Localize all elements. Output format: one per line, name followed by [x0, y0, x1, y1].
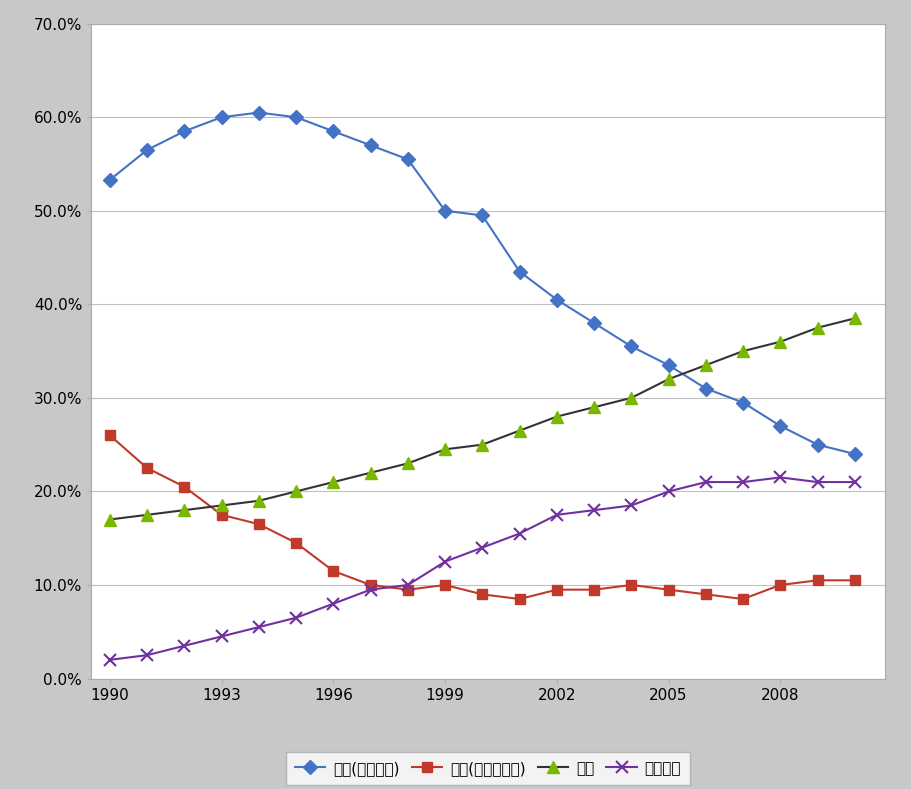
도시가스: [662, 487, 673, 496]
전력: [662, 375, 673, 384]
전력: [364, 468, 375, 477]
석유(낙사제외): [216, 113, 227, 122]
석탄(원료탄제외): [811, 576, 822, 585]
도시가스: [737, 477, 748, 487]
석탄(원료탄제외): [662, 585, 673, 594]
석탄(원료탄제외): [291, 538, 302, 548]
Legend: 석유(낙사제외), 석탄(원료탄제외), 전력, 도시가스: 석유(낙사제외), 석탄(원료탄제외), 전력, 도시가스: [285, 752, 690, 785]
석유(낙사제외): [737, 398, 748, 407]
Line: 석탄(원료탄제외): 석탄(원료탄제외): [105, 431, 859, 604]
전력: [104, 514, 115, 524]
전력: [737, 346, 748, 356]
석유(낙사제외): [848, 449, 859, 458]
도시가스: [253, 623, 264, 632]
석유(낙사제외): [514, 267, 525, 276]
석유(낙사제외): [551, 295, 562, 305]
전력: [551, 412, 562, 421]
석탄(원료탄제외): [551, 585, 562, 594]
전력: [179, 506, 189, 515]
석유(낙사제외): [700, 383, 711, 393]
전력: [514, 426, 525, 436]
석탄(원료탄제외): [774, 580, 785, 589]
석유(낙사제외): [141, 145, 152, 155]
전력: [253, 496, 264, 506]
전력: [476, 440, 487, 450]
도시가스: [625, 501, 636, 510]
도시가스: [811, 477, 822, 487]
석유(낙사제외): [104, 175, 115, 185]
석탄(원료탄제외): [737, 594, 748, 604]
석탄(원료탄제외): [253, 519, 264, 529]
Line: 석유(낙사제외): 석유(낙사제외): [105, 107, 859, 459]
Line: 전력: 전력: [104, 312, 859, 525]
석유(낙사제외): [476, 211, 487, 220]
도시가스: [291, 613, 302, 623]
석탄(원료탄제외): [104, 431, 115, 440]
도시가스: [774, 473, 785, 482]
전력: [588, 402, 599, 412]
석유(낙사제외): [811, 440, 822, 450]
석유(낙사제외): [291, 113, 302, 122]
석유(낙사제외): [179, 126, 189, 136]
석탄(원료탄제외): [216, 510, 227, 520]
도시가스: [402, 580, 413, 589]
석유(낙사제외): [662, 361, 673, 370]
전력: [700, 361, 711, 370]
석탄(원료탄제외): [848, 576, 859, 585]
Line: 도시가스: 도시가스: [104, 472, 859, 665]
석탄(원료탄제외): [588, 585, 599, 594]
도시가스: [700, 477, 711, 487]
석유(낙사제외): [402, 155, 413, 164]
전력: [774, 337, 785, 346]
석탄(원료탄제외): [700, 589, 711, 599]
석유(낙사제외): [253, 108, 264, 118]
도시가스: [848, 477, 859, 487]
도시가스: [439, 557, 450, 567]
도시가스: [141, 650, 152, 660]
전력: [625, 393, 636, 402]
석탄(원료탄제외): [364, 580, 375, 589]
전력: [811, 323, 822, 332]
석탄(원료탄제외): [179, 482, 189, 492]
석유(낙사제외): [364, 140, 375, 150]
전력: [291, 487, 302, 496]
석탄(원료탄제외): [514, 594, 525, 604]
도시가스: [588, 506, 599, 515]
석유(낙사제외): [588, 318, 599, 327]
석탄(원료탄제외): [141, 463, 152, 473]
석유(낙사제외): [439, 206, 450, 215]
도시가스: [179, 641, 189, 650]
도시가스: [216, 632, 227, 641]
도시가스: [476, 543, 487, 552]
전력: [439, 445, 450, 454]
석탄(원료탄제외): [476, 589, 487, 599]
전력: [216, 501, 227, 510]
석유(낙사제외): [625, 342, 636, 351]
전력: [848, 314, 859, 323]
전력: [327, 477, 338, 487]
석탄(원료탄제외): [327, 567, 338, 576]
석유(낙사제외): [327, 126, 338, 136]
석유(낙사제외): [774, 421, 785, 431]
석탄(원료탄제외): [625, 580, 636, 589]
석탄(원료탄제외): [439, 580, 450, 589]
도시가스: [364, 585, 375, 594]
전력: [402, 458, 413, 468]
도시가스: [514, 529, 525, 538]
석탄(원료탄제외): [402, 585, 413, 594]
도시가스: [104, 655, 115, 664]
전력: [141, 510, 152, 520]
도시가스: [551, 510, 562, 520]
도시가스: [327, 599, 338, 608]
